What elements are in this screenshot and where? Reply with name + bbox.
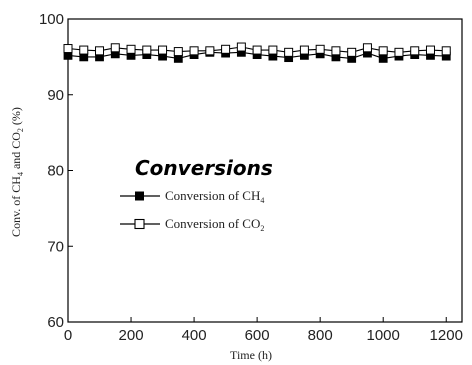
data-point-co2 [362,43,372,53]
data-point-co2 [205,46,215,56]
y-tick-label: 90 [47,87,64,104]
y-tick-label: 80 [47,163,64,180]
data-point-co2 [79,45,89,55]
data-point-co2 [410,46,420,56]
legend-label-ch4: Conversion of CH4 [165,188,264,205]
y-tick-label: 100 [39,11,64,28]
data-point-co2 [189,46,199,56]
data-point-co2 [441,46,451,56]
data-point-co2 [126,44,136,54]
data-point-co2 [95,46,105,56]
data-point-co2 [378,46,388,56]
data-point-co2 [425,45,435,55]
legend: Conversion of CH4 Conversion of CO2 [120,188,264,233]
data-point-co2 [284,47,294,57]
data-point-co2 [252,45,262,55]
data-point-co2 [268,45,278,55]
x-tick-label: 800 [308,327,333,344]
data-point-co2 [299,45,309,55]
data-point-ch4 [378,53,388,63]
series-co2 [63,42,451,57]
conversions-annotation: Conversions [135,156,273,180]
x-tick-label: 1200 [430,327,463,344]
legend-marker-ch4 [135,191,144,201]
x-tick-label: 200 [119,327,144,344]
data-point-co2 [63,44,73,54]
x-axis: 0 200 400 600 800 1000 1200 [64,317,463,344]
data-point-co2 [347,47,357,57]
y-tick-label: 70 [47,238,64,255]
data-point-co2 [331,46,341,56]
y-axis: 60 70 80 90 100 [39,11,73,331]
data-point-co2 [142,45,152,55]
data-point-co2 [315,44,325,54]
y-axis-label: Conv. of CH4 and CO2 (%) [9,107,25,237]
data-point-co2 [173,47,183,57]
x-tick-label: 400 [182,327,207,344]
x-tick-label: 1000 [367,327,400,344]
x-tick-label: 600 [245,327,270,344]
legend-marker-co2 [134,218,145,230]
x-axis-label: Time (h) [230,348,272,362]
x-tick-label: 0 [64,327,72,344]
data-point-co2 [236,42,246,52]
series-layer [63,42,451,63]
legend-label-co2: Conversion of CO2 [165,216,264,233]
data-point-co2 [394,47,404,57]
data-point-co2 [221,44,231,54]
data-point-co2 [158,45,168,55]
data-point-co2 [110,43,120,53]
y-tick-label: 60 [47,314,64,331]
